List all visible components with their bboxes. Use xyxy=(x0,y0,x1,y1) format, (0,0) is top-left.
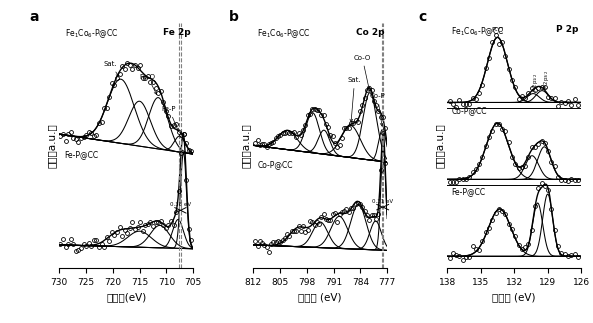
Text: Co-P: Co-P xyxy=(369,93,385,126)
Text: P-O: P-O xyxy=(492,27,503,33)
Text: c: c xyxy=(418,10,426,24)
Text: Fe-O: Fe-O xyxy=(139,74,157,94)
Text: Co-P@CC: Co-P@CC xyxy=(257,160,293,169)
Text: 0.31 eV: 0.31 eV xyxy=(372,199,393,204)
X-axis label: 结合能 (eV): 结合能 (eV) xyxy=(298,292,342,302)
Text: Fe-P@CC: Fe-P@CC xyxy=(65,150,99,159)
Y-axis label: 强度（a.u.）: 强度（a.u.） xyxy=(46,123,56,168)
Text: Co-O: Co-O xyxy=(353,55,371,89)
Text: b: b xyxy=(229,10,239,24)
Text: P 2p$_{3/2}$: P 2p$_{3/2}$ xyxy=(542,70,550,89)
Text: Sat.: Sat. xyxy=(103,61,119,76)
Text: Fe$_1$Co$_6$-P@CC: Fe$_1$Co$_6$-P@CC xyxy=(451,25,505,38)
Y-axis label: 强度（a.u.）: 强度（a.u.） xyxy=(241,123,250,168)
Text: P 2p: P 2p xyxy=(556,25,578,34)
Text: Fe$_1$Co$_6$-P@CC: Fe$_1$Co$_6$-P@CC xyxy=(257,27,311,40)
Text: 0.35 eV: 0.35 eV xyxy=(170,202,191,207)
Text: Fe-P@CC: Fe-P@CC xyxy=(451,187,486,196)
Text: Fe 2p: Fe 2p xyxy=(163,27,190,36)
Text: Fe-P: Fe-P xyxy=(162,106,178,131)
Text: Fe$_1$Co$_6$-P@CC: Fe$_1$Co$_6$-P@CC xyxy=(65,27,119,40)
Text: a: a xyxy=(30,10,39,24)
Text: Co-P@CC: Co-P@CC xyxy=(451,106,487,115)
Text: Sat.: Sat. xyxy=(348,77,362,122)
X-axis label: 结合能(eV): 结合能(eV) xyxy=(106,292,146,302)
X-axis label: 结合能 (eV): 结合能 (eV) xyxy=(493,292,536,302)
Text: Co 2p: Co 2p xyxy=(356,27,384,36)
Y-axis label: 强度（a.u.）: 强度（a.u.） xyxy=(435,123,445,168)
Text: P 2p$_{1/2}$: P 2p$_{1/2}$ xyxy=(532,73,540,92)
